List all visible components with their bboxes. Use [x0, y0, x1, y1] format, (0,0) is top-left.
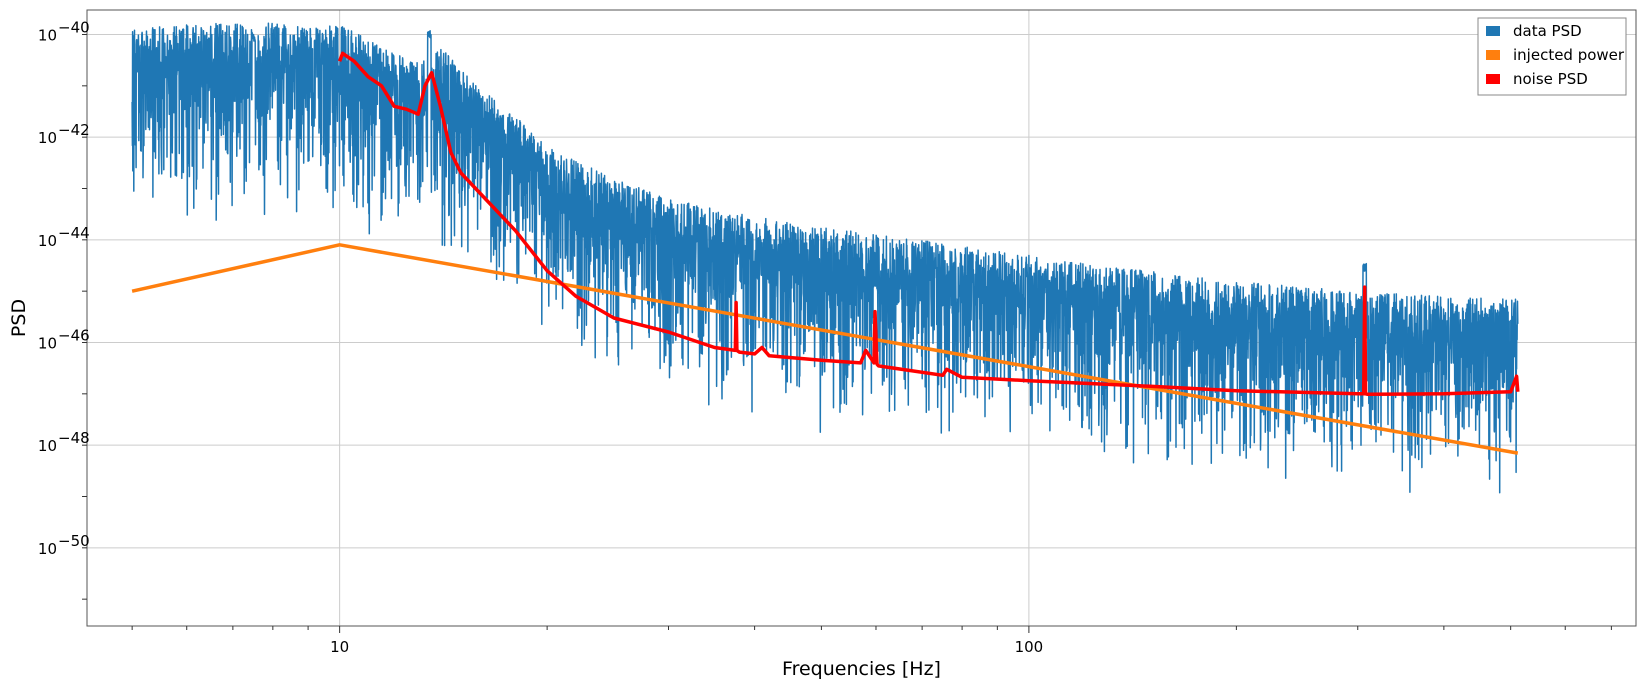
y-tick-exponent: −48 [58, 429, 90, 447]
legend-label: noise PSD [1513, 70, 1588, 88]
x-axis-title: Frequencies [Hz] [782, 658, 941, 680]
legend-swatch [1486, 74, 1500, 84]
series-line-noise-psd [337, 51, 1520, 397]
y-tick-label: 10 [38, 232, 57, 250]
plot-frame [86, 9, 1637, 627]
y-tick-label: 10 [38, 540, 57, 558]
x-tick-label: 10 [330, 638, 349, 656]
y-tick-exponent: −50 [58, 532, 90, 550]
legend: data PSD injected power noise PSD [1477, 17, 1627, 96]
y-tick-exponent: −46 [58, 326, 90, 344]
legend-label: injected power [1513, 46, 1625, 64]
legend-swatch [1486, 50, 1500, 60]
legend-label: data PSD [1513, 22, 1582, 40]
y-tick-label: 10 [38, 129, 57, 147]
y-axis-title: PSD [8, 299, 30, 337]
y-tick-label: 10 [38, 437, 57, 455]
x-tick-label: 100 [1015, 638, 1044, 656]
y-tick-exponent: −40 [58, 18, 90, 36]
series-line-data-psd [131, 22, 1519, 494]
data-layer [131, 22, 1520, 494]
legend-swatch [1486, 26, 1500, 36]
y-tick-label: 10 [38, 334, 57, 352]
y-tick-exponent: −44 [58, 224, 90, 242]
x-axis: 10 100 [131, 626, 1612, 656]
y-tick-label: 10 [38, 26, 57, 44]
y-tick-exponent: −42 [58, 121, 90, 139]
legend-box [1477, 17, 1627, 96]
